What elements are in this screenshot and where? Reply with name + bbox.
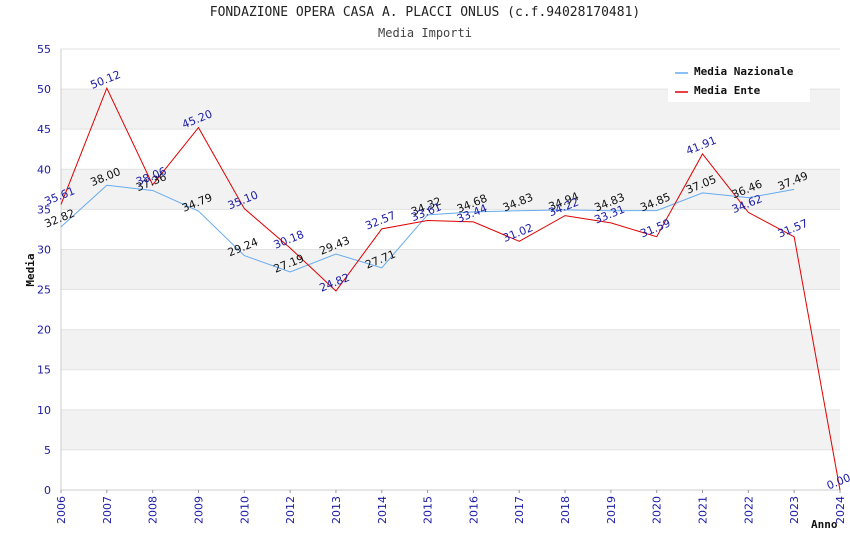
x-tick-label: 2013 bbox=[330, 496, 343, 524]
y-tick-label: 25 bbox=[37, 284, 51, 297]
series-line-media-nazionale bbox=[60, 184, 795, 273]
x-tick-label: 2018 bbox=[559, 496, 572, 524]
y-tick-label: 5 bbox=[44, 444, 51, 457]
y-tick-label: 55 bbox=[37, 43, 51, 56]
series-lines bbox=[60, 86, 841, 491]
grid-band bbox=[61, 169, 840, 210]
y-tick-label: 50 bbox=[37, 83, 51, 96]
legend-box bbox=[668, 58, 810, 102]
x-tick-label: 2016 bbox=[467, 496, 480, 524]
x-axis-ticks: 2006 2007 2008 2009 2010 2012 2013 2014 2015 2016… bbox=[55, 490, 847, 524]
y-tick-label: 0 bbox=[44, 484, 51, 497]
x-tick-label: 2008 bbox=[147, 496, 160, 524]
x-tick-label: 2010 bbox=[238, 496, 251, 524]
y-tick-label: 40 bbox=[37, 163, 51, 176]
x-tick-label: 2022 bbox=[742, 496, 755, 524]
x-tick-label: 2024 bbox=[834, 496, 847, 524]
legend-label-media-nazionale: Media Nazionale bbox=[694, 65, 794, 78]
series-line-media-ente bbox=[60, 86, 841, 491]
y-tick-label: 10 bbox=[37, 404, 51, 417]
grid-band bbox=[61, 409, 840, 450]
grid-bands bbox=[60, 48, 840, 491]
x-tick-label: 2019 bbox=[605, 496, 618, 524]
x-axis-title: Anno bbox=[811, 518, 838, 531]
grid-band bbox=[61, 209, 840, 250]
x-tick-label: 2023 bbox=[788, 496, 801, 524]
legend: Media Nazionale Media Ente bbox=[668, 58, 810, 102]
y-tick-label: 45 bbox=[37, 123, 51, 136]
grid-band bbox=[61, 369, 840, 410]
grid-band bbox=[61, 329, 840, 370]
y-axis-ticks: 0 5 10 15 20 25 30 35 40 45 50 55 bbox=[37, 43, 51, 497]
grid-band bbox=[61, 129, 840, 170]
x-tick-label: 2014 bbox=[376, 496, 389, 524]
x-tick-label: 2006 bbox=[55, 496, 68, 524]
x-tick-label: 2015 bbox=[422, 496, 435, 524]
x-tick-label: 2007 bbox=[101, 496, 114, 524]
x-tick-label: 2012 bbox=[284, 496, 297, 524]
y-tick-label: 15 bbox=[37, 364, 51, 377]
y-tick-label: 35 bbox=[37, 203, 51, 216]
chart-subtitle: Media Importi bbox=[378, 26, 472, 40]
chart-title: FONDAZIONE OPERA CASA A. PLACCI ONLUS (c… bbox=[209, 5, 641, 20]
grid-band bbox=[61, 249, 840, 290]
x-tick-label: 2017 bbox=[513, 496, 526, 524]
x-tick-label: 2020 bbox=[651, 496, 664, 524]
grid-band bbox=[61, 289, 840, 330]
y-tick-label: 20 bbox=[37, 324, 51, 337]
grid-band bbox=[61, 449, 840, 490]
y-axis-title: Media bbox=[24, 253, 37, 286]
legend-label-media-ente: Media Ente bbox=[694, 84, 761, 97]
x-tick-label: 2021 bbox=[697, 496, 710, 524]
x-tick-label: 2009 bbox=[192, 496, 205, 524]
y-tick-label: 30 bbox=[37, 243, 51, 256]
